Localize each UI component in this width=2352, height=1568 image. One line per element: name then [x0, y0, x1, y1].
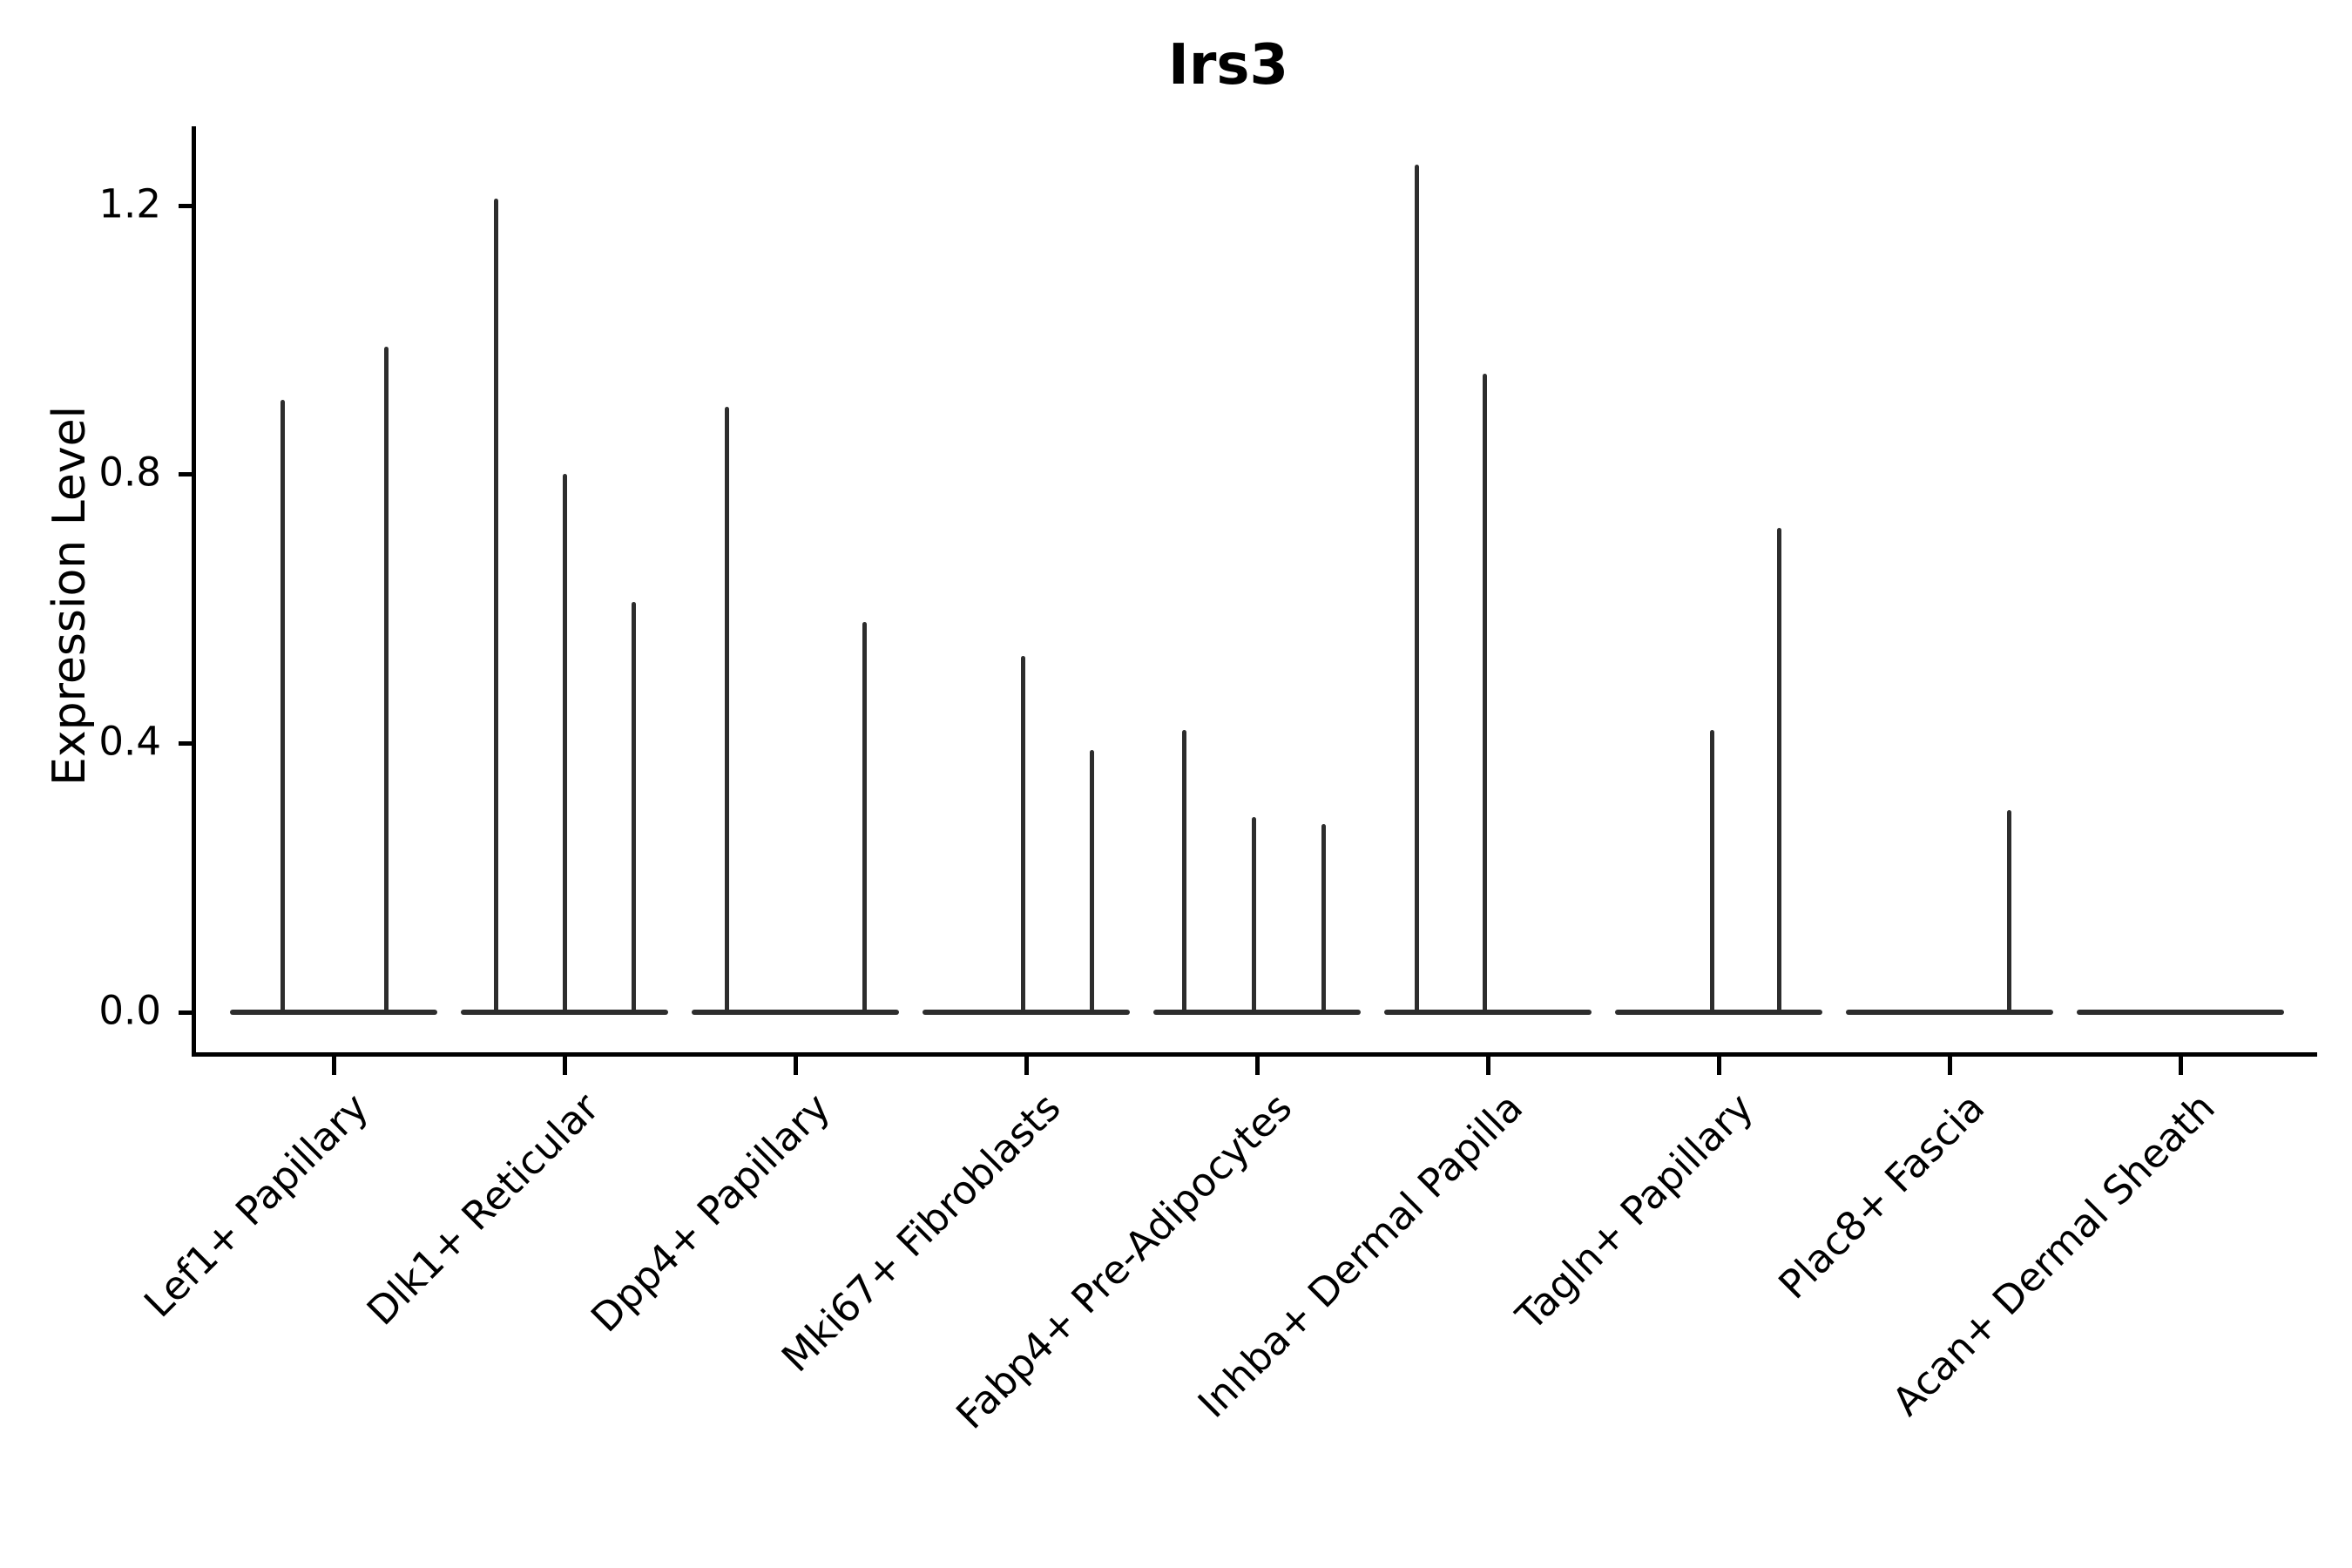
chart-title: Irs3: [1168, 33, 1288, 98]
y-tick-mark: [179, 741, 192, 747]
x-tick-label: Tagln+ Papillary: [1507, 1084, 1763, 1340]
violin-spike: [383, 346, 389, 1012]
violin-spike: [631, 602, 636, 1012]
violin-baseline: [692, 1010, 899, 1015]
violin-spike: [1251, 817, 1256, 1012]
violin-spike: [862, 622, 867, 1012]
y-tick-label: 1.2: [98, 180, 161, 227]
y-tick-mark: [179, 203, 192, 208]
violin-spike: [1089, 749, 1094, 1012]
violin-spike: [2006, 810, 2011, 1012]
violin-spike: [280, 400, 285, 1012]
x-tick-mark: [1948, 1057, 1952, 1075]
y-tick-label: 0.4: [98, 718, 161, 765]
violin-baseline: [1153, 1010, 1361, 1015]
violin-spike: [562, 474, 567, 1012]
x-tick-label: Dpp4+ Papillary: [582, 1084, 840, 1342]
x-tick-mark: [794, 1057, 798, 1075]
violin-spike: [493, 198, 498, 1012]
violin-baseline: [2077, 1010, 2284, 1015]
violin-spike: [1709, 729, 1714, 1012]
x-tick-mark: [1486, 1057, 1490, 1075]
violin-spike: [724, 407, 729, 1012]
violin-spike: [1321, 823, 1326, 1012]
violin-baseline: [1384, 1010, 1592, 1015]
violin-baseline: [923, 1010, 1130, 1015]
violin-baseline: [461, 1010, 668, 1015]
violin-spike: [1414, 165, 1419, 1012]
x-tick-label: Plac8+ Fascia: [1769, 1084, 1994, 1308]
violin-baseline: [1615, 1010, 1822, 1015]
x-tick-label: Lef1+ Papillary: [135, 1084, 378, 1327]
violin-spike: [1776, 528, 1781, 1012]
x-tick-mark: [1255, 1057, 1260, 1075]
x-tick-mark: [1024, 1057, 1029, 1075]
y-tick-label: 0.0: [98, 987, 161, 1034]
violin-baseline: [1846, 1010, 2053, 1015]
y-tick-label: 0.8: [98, 449, 161, 497]
x-tick-mark: [332, 1057, 336, 1075]
x-axis-spine: [192, 1052, 2317, 1057]
y-axis-spine: [192, 126, 196, 1057]
violin-spike: [1020, 655, 1025, 1012]
x-tick-mark: [2179, 1057, 2183, 1075]
x-tick-mark: [1717, 1057, 1721, 1075]
violin-baseline: [230, 1010, 437, 1015]
x-tick-mark: [563, 1057, 567, 1075]
x-tick-label: Dlk1+ Reticular: [358, 1084, 609, 1335]
y-tick-mark: [179, 472, 192, 477]
violin-spike: [1181, 729, 1186, 1012]
violin-spike: [1482, 373, 1487, 1012]
y-tick-mark: [179, 1010, 192, 1015]
